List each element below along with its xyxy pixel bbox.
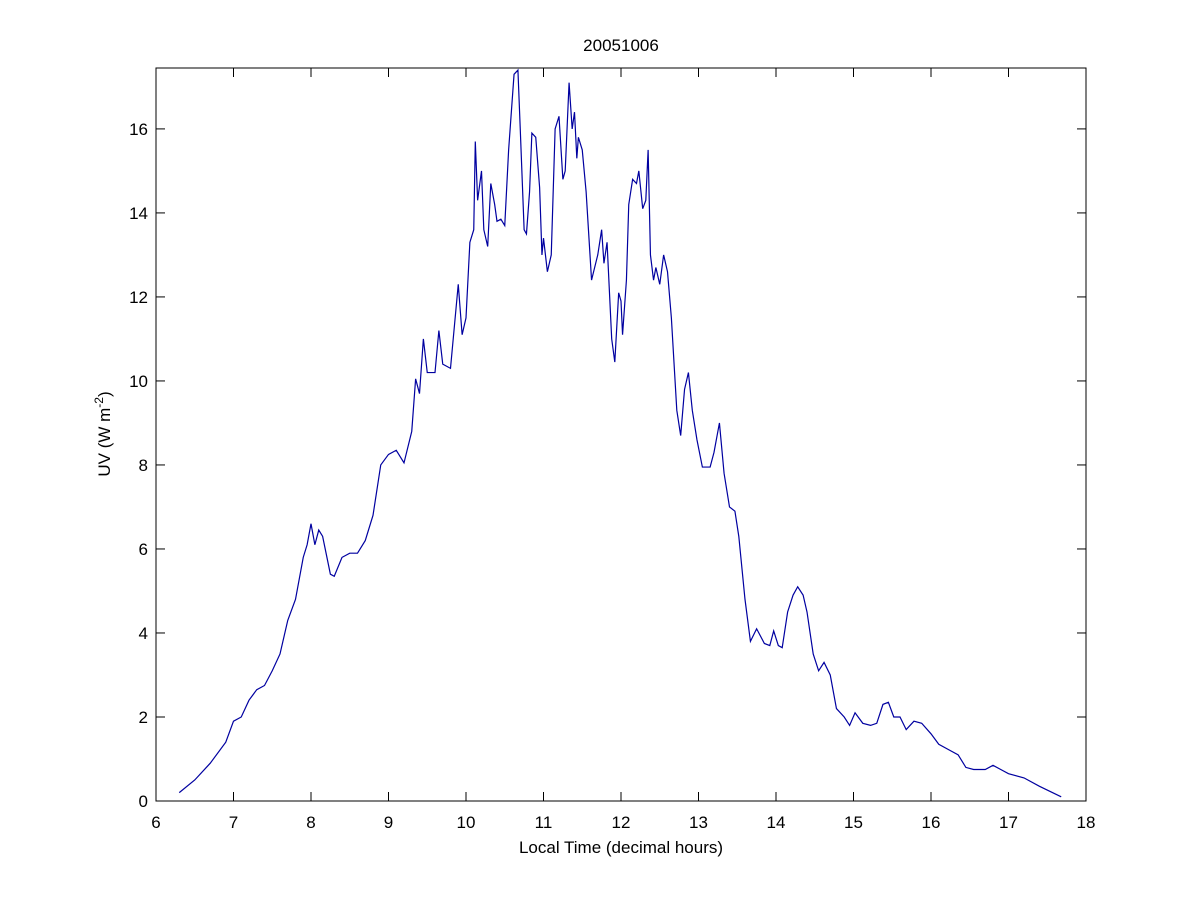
x-tick-label: 14 (767, 813, 786, 832)
y-tick-label: 6 (139, 540, 148, 559)
y-tick-label: 8 (139, 456, 148, 475)
x-tick-label: 15 (844, 813, 863, 832)
y-tick-label: 4 (139, 624, 148, 643)
chart-title: 20051006 (583, 36, 659, 55)
x-tick-label: 18 (1077, 813, 1096, 832)
y-tick-label: 16 (129, 120, 148, 139)
x-tick-label: 16 (922, 813, 941, 832)
y-tick-label: 12 (129, 288, 148, 307)
x-tick-label: 6 (151, 813, 160, 832)
x-tick-label: 13 (689, 813, 708, 832)
x-tick-label: 10 (457, 813, 476, 832)
y-tick-label: 10 (129, 372, 148, 391)
y-label-text: ) (95, 391, 114, 397)
x-tick-label: 12 (612, 813, 631, 832)
x-axis-label: Local Time (decimal hours) (519, 838, 723, 857)
x-tick-label: 11 (535, 813, 553, 832)
y-label-text: UV (W m (95, 408, 114, 477)
data-line (178, 68, 1062, 798)
x-tick-label: 7 (229, 813, 238, 832)
x-tick-label: 17 (999, 813, 1018, 832)
y-tick-label: 2 (139, 708, 148, 727)
y-axis-label: UV (W m-2) (92, 391, 114, 476)
y-tick-label: 14 (129, 204, 148, 223)
x-tick-label: 8 (306, 813, 315, 832)
x-tick-label: 9 (384, 813, 393, 832)
y-label-sup: -2 (92, 397, 106, 408)
y-tick-label: 0 (139, 792, 148, 811)
